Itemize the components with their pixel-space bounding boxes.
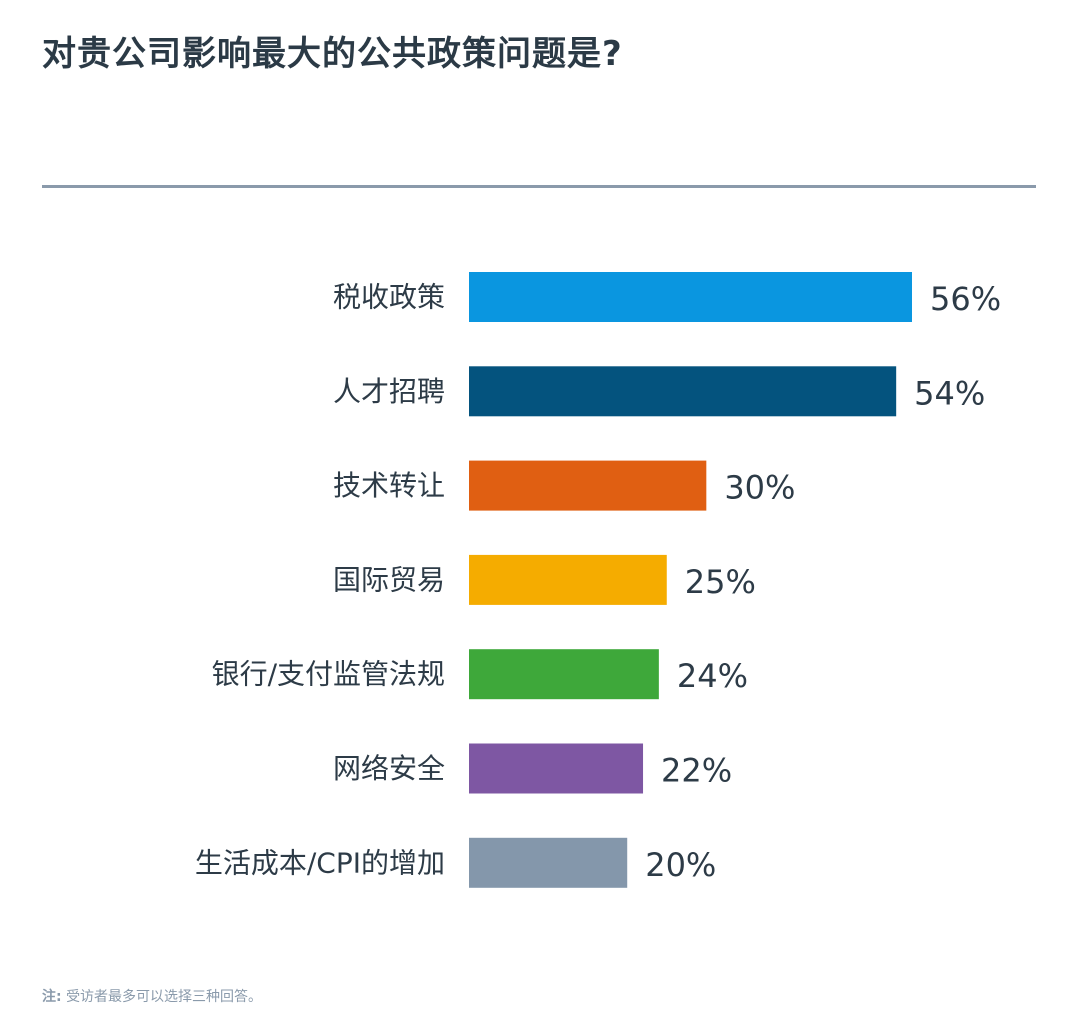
bar: [469, 460, 707, 511]
footnote: 注: 受访者最多可以选择三种回答。: [42, 986, 262, 1006]
value-label: 22%: [661, 752, 732, 790]
bar: [469, 837, 628, 888]
bar: [469, 743, 644, 794]
bar: [469, 554, 667, 605]
value-label: 24%: [677, 657, 748, 695]
title-divider: [42, 185, 1036, 188]
category-label: 网络安全: [333, 752, 445, 785]
bar: [469, 272, 912, 322]
footnote-prefix: 注:: [42, 989, 62, 1005]
value-label: 56%: [930, 280, 1001, 318]
category-label: 人才招聘: [333, 375, 445, 408]
bar: [469, 649, 659, 700]
value-label: 20%: [645, 846, 716, 884]
category-label: 税收政策: [333, 281, 445, 314]
footnote-text: 受访者最多可以选择三种回答。: [66, 989, 263, 1005]
bar: [469, 366, 897, 417]
category-label: 技术转让: [333, 469, 445, 502]
value-label: 25%: [685, 563, 756, 601]
category-label: 国际贸易: [333, 563, 445, 596]
category-label: 银行/支付监管法规: [212, 658, 445, 691]
value-label: 54%: [914, 374, 985, 412]
category-label: 生活成本/CPI的增加: [195, 846, 445, 879]
chart-title: 对贵公司影响最大的公共政策问题是?: [42, 34, 623, 74]
value-label: 30%: [724, 469, 795, 507]
